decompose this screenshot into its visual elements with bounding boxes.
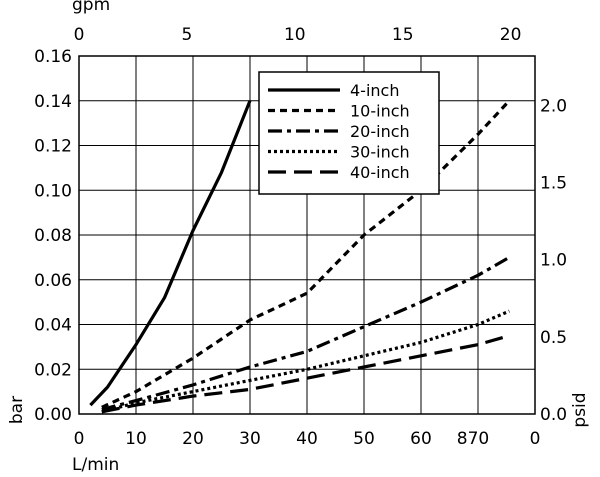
legend-label-20-inch: 20-inch [350, 122, 410, 141]
legend-label-10-inch: 10-inch [350, 102, 410, 121]
top-axis-label: gpm [72, 0, 110, 15]
left-tick-label: 0.12 [34, 137, 72, 157]
right-tick-label: 1.5 [540, 174, 567, 194]
left-tick-label: 0.00 [34, 405, 72, 425]
series-line-40-inch [101, 334, 510, 414]
left-tick-label: 0.16 [34, 47, 72, 67]
right-tick-label: 2.0 [540, 96, 567, 116]
bottom-axis-label: L/min [72, 455, 119, 475]
top-tick-label: 20 [500, 25, 522, 45]
right-tick-label: 0.0 [540, 405, 567, 425]
bottom-tick-label: 0 [530, 429, 541, 449]
top-tick-label: 5 [181, 25, 192, 45]
legend-label-4-inch: 4-inch [350, 81, 399, 100]
left-tick-label: 0.08 [34, 226, 72, 246]
left-tick-label: 0.14 [34, 92, 72, 112]
bottom-tick-label: 20 [182, 429, 204, 449]
tick-labels: 0 10 20 30 40 50 60 870 0 0 5 10 15 20 0.00 0.02 0.04 0.0… [34, 25, 567, 449]
series-line-4-inch [89, 100, 252, 407]
right-axis-label: psid [570, 392, 590, 427]
right-tick-label: 0.5 [540, 328, 567, 348]
left-tick-label: 0.02 [34, 360, 72, 380]
bottom-tick-label: 40 [296, 429, 318, 449]
legend-box [258, 71, 440, 195]
left-tick-label: 0.06 [34, 271, 72, 291]
legend-label-30-inch: 30-inch [350, 143, 410, 162]
bottom-tick-label: 10 [125, 429, 147, 449]
legend-label-40-inch: 40-inch [350, 163, 410, 182]
bottom-tick-label: 30 [239, 429, 261, 449]
series-group [89, 99, 511, 414]
bottom-tick-label: 50 [353, 429, 375, 449]
plot-frame [78, 55, 536, 415]
bottom-tick-label: 0 [74, 429, 85, 449]
top-tick-label: 10 [284, 25, 306, 45]
series-line-30-inch [101, 309, 510, 414]
left-tick-label: 0.04 [34, 316, 72, 336]
bottom-tick-label: 870 [457, 429, 489, 449]
top-tick-label: 15 [392, 25, 414, 45]
right-tick-label: 1.0 [540, 251, 567, 271]
left-axis-label: bar [7, 396, 27, 424]
top-tick-label: 0 [74, 25, 85, 45]
bottom-tick-label: 60 [410, 429, 432, 449]
left-tick-label: 0.10 [34, 181, 72, 201]
